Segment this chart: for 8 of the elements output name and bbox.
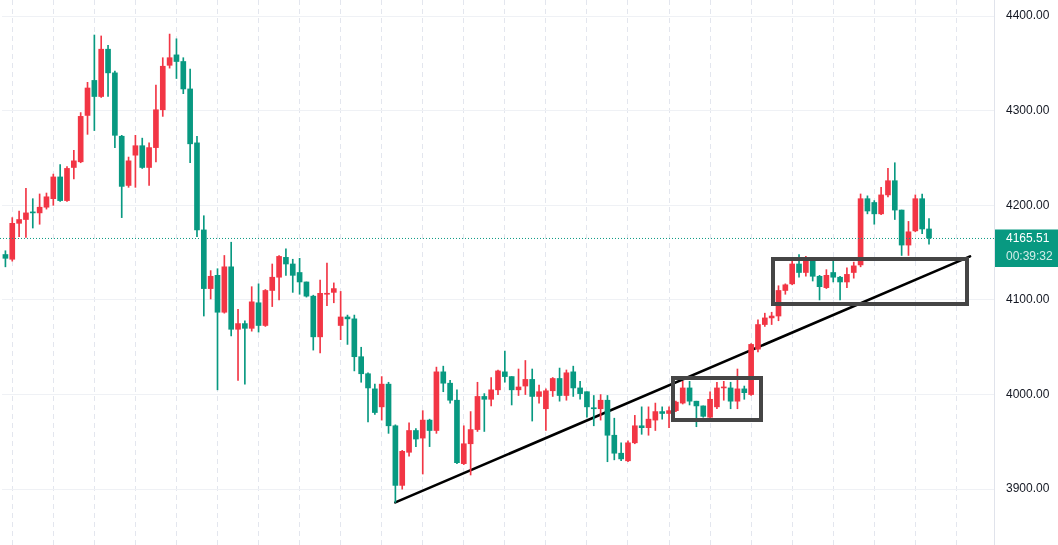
- ref-line-label: 4165.51: [1006, 231, 1050, 246]
- y-tick-label: 4000.00: [1006, 386, 1050, 401]
- text: 00:39:32: [1006, 249, 1054, 264]
- y-tick-label: 4300.00: [1006, 103, 1050, 118]
- y-tick-label: 4400.00: [1006, 8, 1050, 23]
- y-tick-label: 3900.00: [1006, 481, 1050, 496]
- y-tick-label: 4100.00: [1006, 292, 1050, 307]
- y-tick-label: 4200.00: [1006, 197, 1050, 212]
